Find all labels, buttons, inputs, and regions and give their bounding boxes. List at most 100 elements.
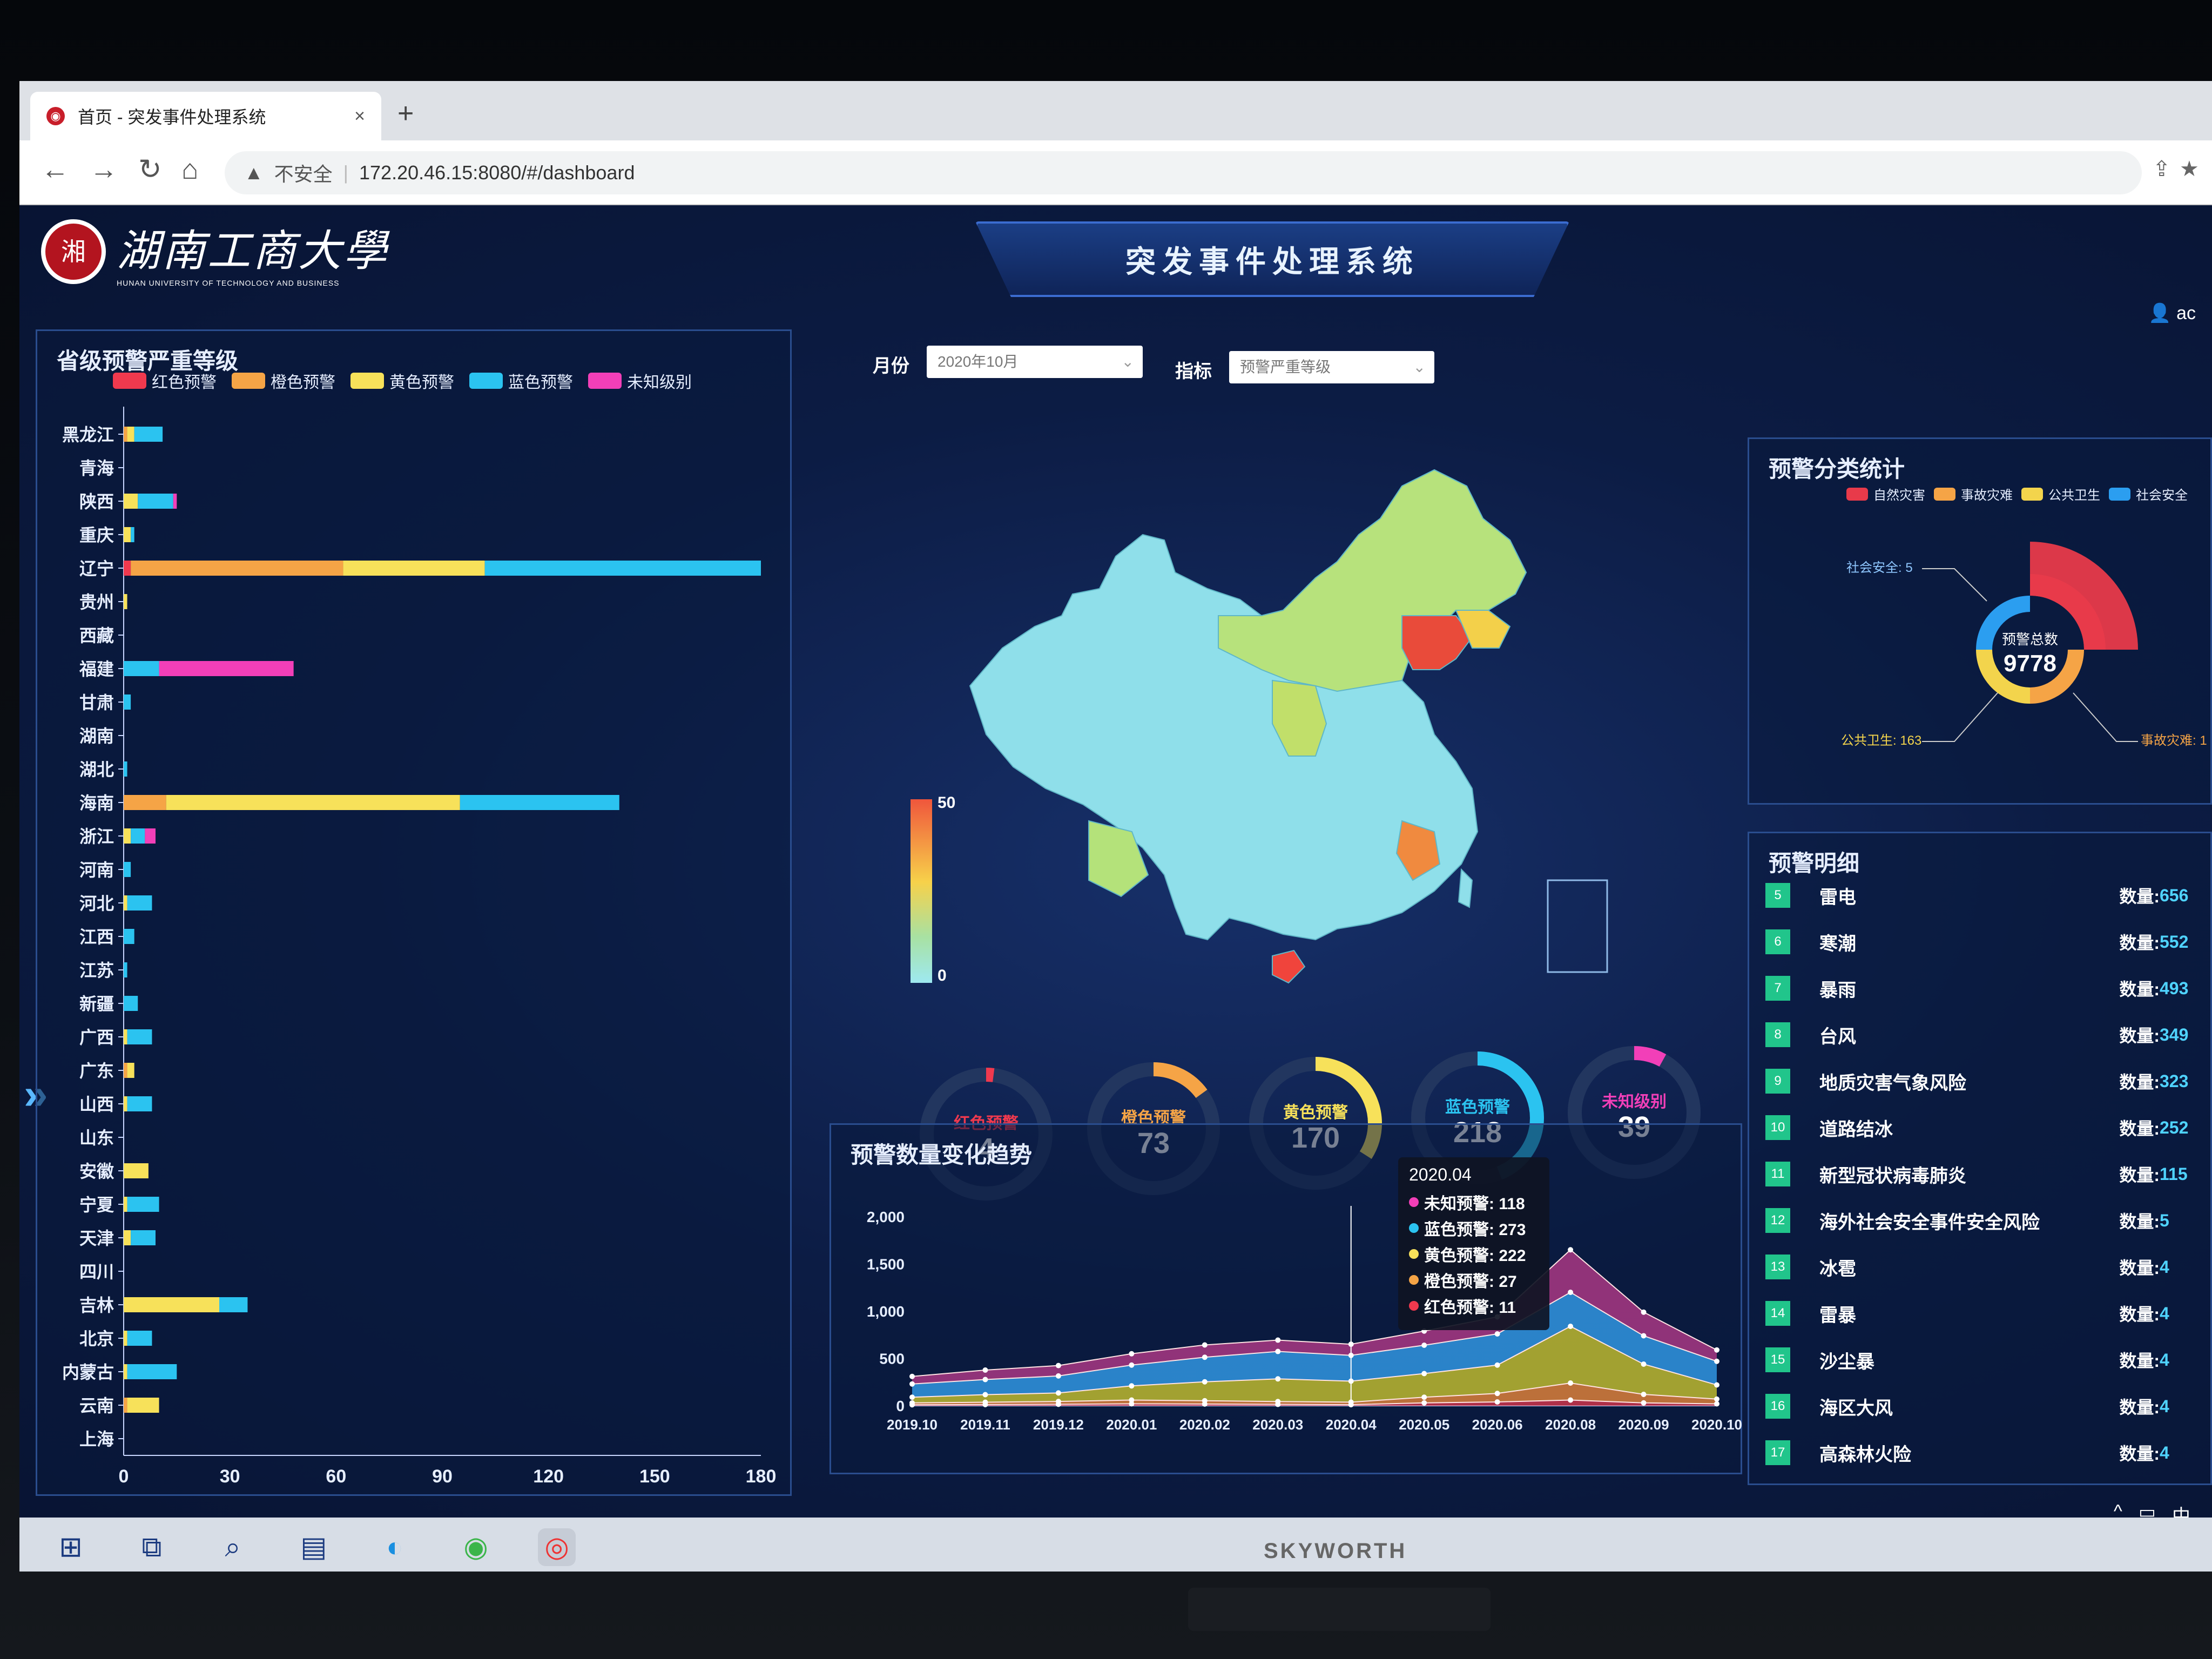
legend-item[interactable]: 未知级别 — [588, 369, 692, 393]
bar-segment[interactable] — [484, 561, 761, 576]
bar-segment[interactable] — [145, 828, 156, 844]
bar-segment[interactable] — [124, 895, 127, 911]
url-text[interactable]: 172.20.46.15:8080/#/dashboard — [359, 161, 635, 184]
bar-segment[interactable] — [124, 561, 131, 576]
data-point[interactable] — [1568, 1290, 1574, 1295]
windows-icon[interactable]: ⊞ — [59, 1532, 83, 1563]
bar-segment[interactable] — [124, 494, 138, 509]
tab-close-icon[interactable]: × — [354, 105, 365, 126]
list-item[interactable]: 12 海外社会安全事件安全风险 数量: 5 — [1765, 1202, 2208, 1239]
browser-tab[interactable]: ◉ 首页 - 突发事件处理系统 × — [30, 92, 381, 140]
user-menu[interactable]: 👤 ac — [2148, 302, 2196, 324]
fujian-region[interactable] — [1395, 820, 1441, 881]
data-point[interactable] — [1055, 1401, 1061, 1407]
data-point[interactable] — [1714, 1347, 1719, 1353]
month-select[interactable]: 2020年10月 ⌄ — [927, 346, 1143, 378]
bar-segment[interactable] — [124, 761, 127, 777]
list-item[interactable]: 17 高森林火险 数量: 4 — [1765, 1434, 2208, 1472]
omnibox[interactable]: ▲ 不安全 | 172.20.46.15:8080/#/dashboard — [225, 151, 2142, 194]
bookmark-star-icon[interactable]: ★ — [2180, 157, 2199, 181]
legend-item[interactable]: 红色预警 — [113, 369, 217, 393]
bar-segment[interactable] — [127, 1096, 152, 1111]
task-view-icon[interactable]: ⧉ — [141, 1531, 162, 1563]
north-region[interactable] — [1218, 469, 1527, 692]
bar-segment[interactable] — [343, 561, 485, 576]
bar-segment[interactable] — [124, 1163, 149, 1178]
bar-segment[interactable] — [219, 1297, 248, 1312]
bar-segment[interactable] — [131, 828, 145, 844]
bar-segment[interactable] — [124, 996, 138, 1011]
data-point[interactable] — [1202, 1401, 1208, 1407]
security-status[interactable]: 不安全 — [274, 163, 333, 185]
data-point[interactable] — [1494, 1391, 1500, 1397]
bar-segment[interactable] — [159, 661, 294, 676]
shanxi-region[interactable] — [1272, 679, 1327, 757]
bar-segment[interactable] — [131, 561, 343, 576]
data-point[interactable] — [1494, 1399, 1500, 1405]
data-point[interactable] — [1055, 1373, 1061, 1379]
bar-segment[interactable] — [131, 527, 134, 542]
bar-segment[interactable] — [124, 694, 131, 710]
data-point[interactable] — [1641, 1333, 1647, 1339]
area-series[interactable] — [912, 1383, 1717, 1405]
data-point[interactable] — [1421, 1394, 1427, 1400]
forward-button[interactable]: → — [90, 154, 118, 185]
data-point[interactable] — [1421, 1400, 1427, 1406]
china-map[interactable] — [938, 454, 1640, 994]
data-point[interactable] — [1129, 1362, 1135, 1368]
bar-segment[interactable] — [124, 527, 131, 542]
list-item[interactable]: 13 冰雹 数量: 4 — [1765, 1248, 2208, 1286]
list-item[interactable]: 16 海区大风 数量: 4 — [1765, 1387, 2208, 1425]
map-visual-scale[interactable] — [911, 799, 932, 983]
data-point[interactable] — [1129, 1351, 1135, 1357]
chrome-icon[interactable]: ◎ — [538, 1528, 576, 1566]
list-item[interactable]: 15 沙尘暴 数量: 4 — [1765, 1341, 2208, 1379]
data-point[interactable] — [1275, 1401, 1281, 1407]
data-point[interactable] — [1714, 1396, 1719, 1402]
list-item[interactable]: 14 雷暴 数量: 4 — [1765, 1294, 2208, 1332]
data-point[interactable] — [1055, 1390, 1061, 1396]
data-point[interactable] — [1275, 1348, 1281, 1354]
area-series[interactable] — [912, 1292, 1717, 1398]
edge-icon[interactable]: ◐ — [386, 1532, 403, 1563]
area-series[interactable] — [912, 1250, 1717, 1384]
reload-button[interactable]: ↻ — [138, 154, 162, 185]
bar-segment[interactable] — [127, 1331, 152, 1346]
bar-segment[interactable] — [124, 1230, 131, 1245]
data-point[interactable] — [1641, 1361, 1647, 1367]
donut-slice-social[interactable] — [1976, 596, 2030, 650]
data-point[interactable] — [1202, 1342, 1208, 1348]
data-point[interactable] — [1421, 1343, 1427, 1348]
data-point[interactable] — [1055, 1363, 1061, 1368]
donut-slice-natural-outer[interactable] — [2030, 542, 2138, 650]
bar-segment[interactable] — [124, 929, 134, 944]
new-tab-button[interactable]: + — [397, 98, 414, 129]
data-point[interactable] — [982, 1392, 988, 1398]
trend-area-chart[interactable]: 0 500 1,000 1,500 2,000 2019.10 2019.11 2019.12… — [831, 1125, 1744, 1476]
ie-icon[interactable]: ◉ — [463, 1532, 488, 1563]
bar-segment[interactable] — [166, 795, 460, 810]
list-item[interactable]: 10 道路结冰 数量: 252 — [1765, 1109, 2208, 1147]
bar-segment[interactable] — [127, 1029, 152, 1044]
bar-segment[interactable] — [124, 862, 131, 877]
data-point[interactable] — [1714, 1401, 1719, 1407]
bar-segment[interactable] — [134, 427, 163, 442]
bar-segment[interactable] — [131, 1230, 156, 1245]
list-item[interactable]: 8 台风 数量: 349 — [1765, 1016, 2208, 1054]
data-point[interactable] — [1568, 1247, 1574, 1253]
legend-item[interactable]: 黄色预警 — [350, 369, 454, 393]
bar-segment[interactable] — [124, 828, 131, 844]
bar-segment[interactable] — [127, 1197, 159, 1212]
bar-segment[interactable] — [124, 427, 127, 442]
data-point[interactable] — [909, 1381, 915, 1387]
bar-segment[interactable] — [127, 427, 134, 442]
data-point[interactable] — [1421, 1371, 1427, 1377]
legend-item[interactable]: 蓝色预警 — [469, 369, 573, 393]
bar-segment[interactable] — [124, 594, 127, 609]
bar-segment[interactable] — [127, 1398, 159, 1413]
data-point[interactable] — [1494, 1331, 1500, 1337]
bar-segment[interactable] — [124, 1063, 127, 1078]
data-point[interactable] — [982, 1377, 988, 1382]
bar-segment[interactable] — [124, 661, 159, 676]
bar-segment[interactable] — [124, 1331, 127, 1346]
